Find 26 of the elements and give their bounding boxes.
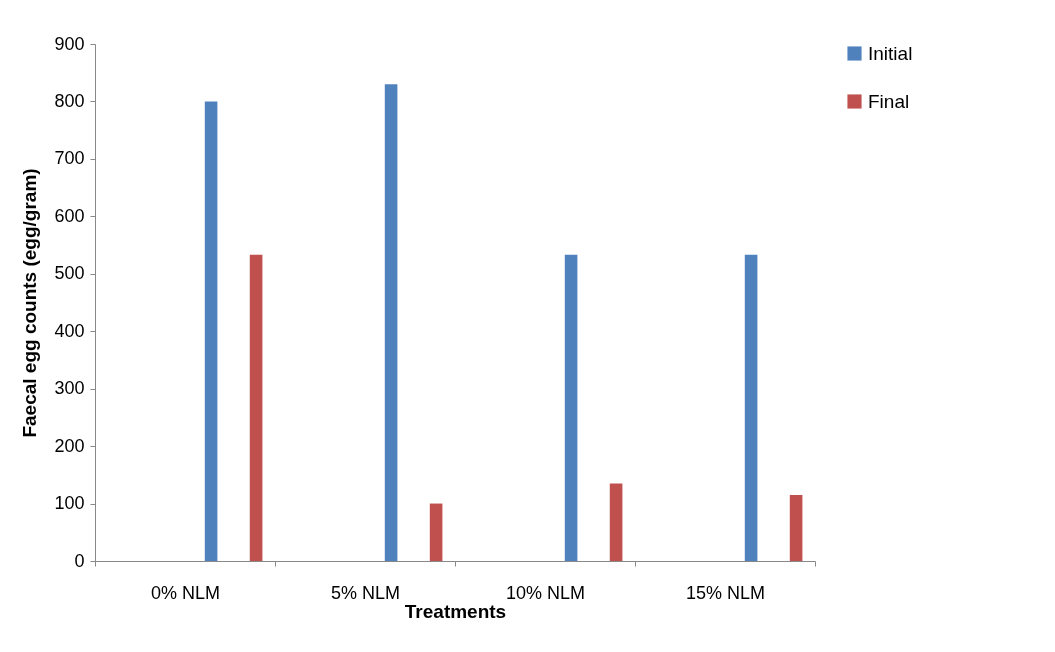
bar: [204, 101, 218, 561]
x-axis-title: Treatments: [404, 600, 507, 622]
bar: [744, 254, 758, 561]
x-tick-label: 5% NLM: [330, 582, 401, 603]
bar: [249, 254, 263, 561]
y-tick-label: 800: [54, 90, 85, 111]
x-tick-label: 0% NLM: [150, 582, 221, 603]
x-tick-label: 10% NLM: [505, 582, 586, 603]
x-tick-label: 15% NLM: [685, 582, 766, 603]
y-tick-label: 0: [74, 550, 85, 571]
bar: [609, 483, 623, 561]
y-tick-label: 200: [54, 435, 85, 456]
bar: [429, 503, 443, 561]
y-axis-title: Faecal egg counts (egg/gram): [19, 168, 41, 438]
y-tick-label: 400: [54, 320, 85, 341]
legend-label: Final: [868, 90, 910, 112]
y-tick-label: 600: [54, 205, 85, 226]
bar: [789, 494, 803, 561]
y-tick-label: 100: [54, 493, 85, 514]
y-tick-label: 700: [54, 148, 85, 169]
bar: [384, 84, 398, 561]
legend-label: Initial: [868, 42, 913, 64]
y-tick-label: 300: [54, 378, 85, 399]
bar: [564, 254, 578, 561]
y-tick-label: 900: [54, 33, 85, 54]
y-tick-label: 500: [54, 263, 85, 284]
